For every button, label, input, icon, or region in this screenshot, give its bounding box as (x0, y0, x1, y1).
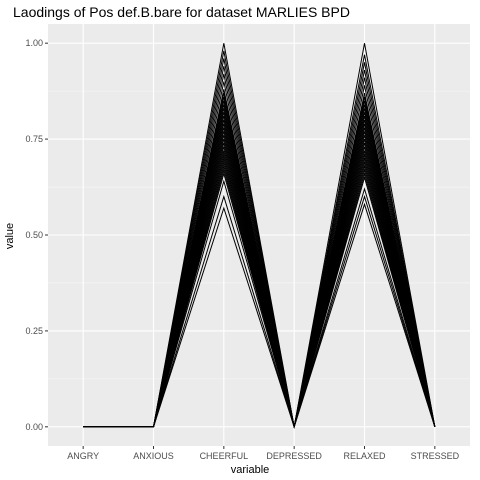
y-axis-ticks: 0.00 0.25 0.50 0.75 1.00 (25, 38, 48, 432)
x-tick-label: STRESSED (411, 451, 460, 461)
x-axis-title: variable (231, 464, 270, 476)
y-axis-title: value (4, 223, 16, 249)
y-tick-label: 1.00 (25, 38, 43, 48)
x-tick-label: CHEERFUL (200, 451, 249, 461)
y-tick-label: 0.25 (25, 326, 43, 336)
x-axis-ticks: ANGRY ANXIOUS CHEERFUL DEPRESSED RELAXED STRE… (67, 446, 459, 461)
y-tick-label: 0.50 (25, 230, 43, 240)
x-tick-label: ANXIOUS (133, 451, 174, 461)
x-tick-label: DEPRESSED (266, 451, 322, 461)
x-tick-label: RELAXED (343, 451, 386, 461)
chart-title: Laodings of Pos def.B.bare for dataset M… (13, 4, 350, 20)
y-tick-label: 0.75 (25, 134, 43, 144)
y-tick-label: 0.00 (25, 422, 43, 432)
x-tick-label: ANGRY (67, 451, 99, 461)
